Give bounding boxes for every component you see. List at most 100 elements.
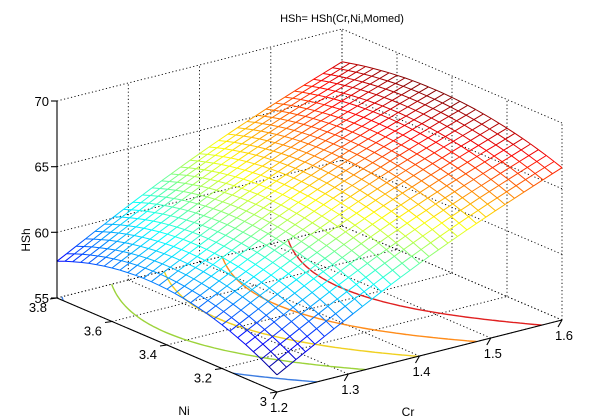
z-tick-label: 70 bbox=[35, 94, 49, 109]
surface-mesh-line bbox=[343, 87, 354, 94]
surface-mesh-line bbox=[302, 299, 311, 308]
back-wall-gridline-hsh bbox=[56, 94, 343, 168]
surface-mesh-line bbox=[354, 298, 363, 307]
surface-mesh-line bbox=[405, 109, 416, 117]
surface-mesh-line bbox=[197, 153, 208, 162]
surface-mesh-line bbox=[329, 81, 338, 85]
surface-mesh-line bbox=[319, 291, 330, 300]
surface-mesh-line bbox=[338, 284, 348, 293]
surface-mesh-line bbox=[347, 64, 358, 71]
surface-mesh-line bbox=[339, 150, 350, 158]
surface-mesh-line bbox=[264, 329, 273, 337]
surface-mesh-line bbox=[377, 80, 388, 87]
x-tick-label: 1.6 bbox=[555, 328, 573, 343]
surface-mesh-line bbox=[323, 197, 334, 206]
surface-mesh-line bbox=[391, 94, 402, 101]
surface-mesh-line bbox=[386, 126, 396, 132]
surface-mesh-line bbox=[338, 277, 349, 286]
surface-mesh-line bbox=[315, 193, 326, 201]
surface-mesh-line bbox=[239, 254, 248, 260]
surface-mesh-line bbox=[395, 83, 404, 87]
surface-mesh-line bbox=[358, 194, 369, 202]
surface-mesh-line bbox=[260, 228, 269, 235]
surface-mesh-line bbox=[300, 313, 310, 322]
surface-mesh-line bbox=[411, 249, 422, 257]
surface-mesh-line bbox=[164, 198, 175, 206]
surface-mesh-line bbox=[365, 269, 376, 278]
surface-mesh-line bbox=[186, 212, 197, 221]
surface-mesh-line bbox=[142, 187, 153, 196]
surface-mesh-line bbox=[324, 104, 333, 108]
surface-mesh-line bbox=[371, 70, 382, 77]
surface-mesh-line bbox=[353, 168, 364, 176]
surface-mesh-line bbox=[370, 229, 381, 238]
surface-mesh-line bbox=[109, 239, 117, 242]
surface-mesh-line bbox=[282, 144, 292, 148]
surface-mesh-line bbox=[278, 120, 289, 128]
surface-mesh-line bbox=[385, 83, 396, 90]
surface-mesh-line bbox=[285, 174, 294, 179]
back-wall-gridline-hsh bbox=[56, 28, 343, 102]
surface-mesh-line bbox=[479, 197, 488, 205]
surface-mesh-line bbox=[219, 172, 228, 176]
surface-mesh-line bbox=[281, 153, 290, 157]
surface-mesh-line bbox=[339, 214, 348, 221]
surface-mesh-line bbox=[397, 229, 406, 237]
surface-mesh-line bbox=[429, 121, 440, 129]
surface-mesh-line bbox=[258, 308, 267, 316]
surface-mesh-line bbox=[317, 313, 327, 322]
surface-mesh-line bbox=[273, 109, 282, 112]
surface-mesh-line bbox=[152, 270, 161, 275]
surface-mesh-line bbox=[360, 83, 371, 91]
surface-mesh-line bbox=[383, 205, 392, 212]
surface-mesh-line bbox=[391, 99, 401, 105]
surface-mesh-line bbox=[291, 321, 300, 330]
surface-mesh-line bbox=[326, 238, 337, 246]
surface-mesh-line bbox=[115, 249, 124, 253]
surface-mesh-line bbox=[297, 266, 307, 273]
surface-mesh-line bbox=[297, 259, 308, 267]
surface-mesh-line bbox=[178, 210, 189, 219]
side-wall-gridline-hsh bbox=[341, 159, 563, 255]
surface-mesh-line bbox=[438, 116, 449, 123]
surface-mesh-line bbox=[506, 127, 516, 134]
surface-mesh-line bbox=[197, 203, 206, 207]
surface-mesh-line bbox=[330, 74, 339, 77]
surface-mesh-line bbox=[427, 197, 436, 205]
surface-mesh-line bbox=[286, 212, 297, 221]
surface-mesh-line bbox=[391, 150, 400, 156]
surface-mesh-line bbox=[258, 184, 268, 189]
surface-mesh-line bbox=[424, 98, 435, 106]
surface-mesh-line bbox=[276, 366, 287, 376]
surface-mesh-line bbox=[332, 67, 341, 70]
surface-mesh-line bbox=[381, 70, 390, 74]
surface-mesh-line bbox=[345, 114, 356, 121]
surface-mesh-line bbox=[333, 320, 344, 330]
surface-mesh-line bbox=[408, 203, 419, 212]
surface-mesh-line bbox=[368, 91, 377, 96]
surface-mesh-line bbox=[373, 276, 384, 285]
surface-mesh-line bbox=[336, 170, 347, 178]
surface-mesh-line bbox=[241, 187, 250, 192]
surface-mesh-line bbox=[135, 219, 146, 228]
surface-mesh-line bbox=[456, 114, 467, 122]
surface-mesh-line bbox=[399, 103, 408, 108]
surface-mesh-line bbox=[350, 94, 360, 99]
surface-mesh-line bbox=[406, 216, 417, 224]
surface-mesh-line bbox=[382, 105, 391, 110]
surface-mesh-line bbox=[290, 191, 301, 199]
surface-mesh-line bbox=[112, 216, 123, 225]
surface-mesh-line bbox=[430, 168, 441, 176]
surface-mesh-line bbox=[420, 83, 429, 88]
surface-mesh-line bbox=[170, 259, 181, 268]
surface-mesh-line bbox=[378, 235, 389, 244]
surface-mesh-line bbox=[245, 263, 256, 272]
surface-mesh-line bbox=[352, 131, 361, 136]
surface-mesh-line bbox=[332, 191, 343, 199]
surface-mesh-line bbox=[463, 179, 474, 187]
x-axis-label: Cr bbox=[402, 405, 415, 419]
surface-mesh-line bbox=[280, 204, 290, 210]
surface-mesh-line bbox=[279, 208, 290, 217]
surface-mesh-line bbox=[342, 191, 351, 198]
surface-mesh-line bbox=[552, 167, 563, 175]
